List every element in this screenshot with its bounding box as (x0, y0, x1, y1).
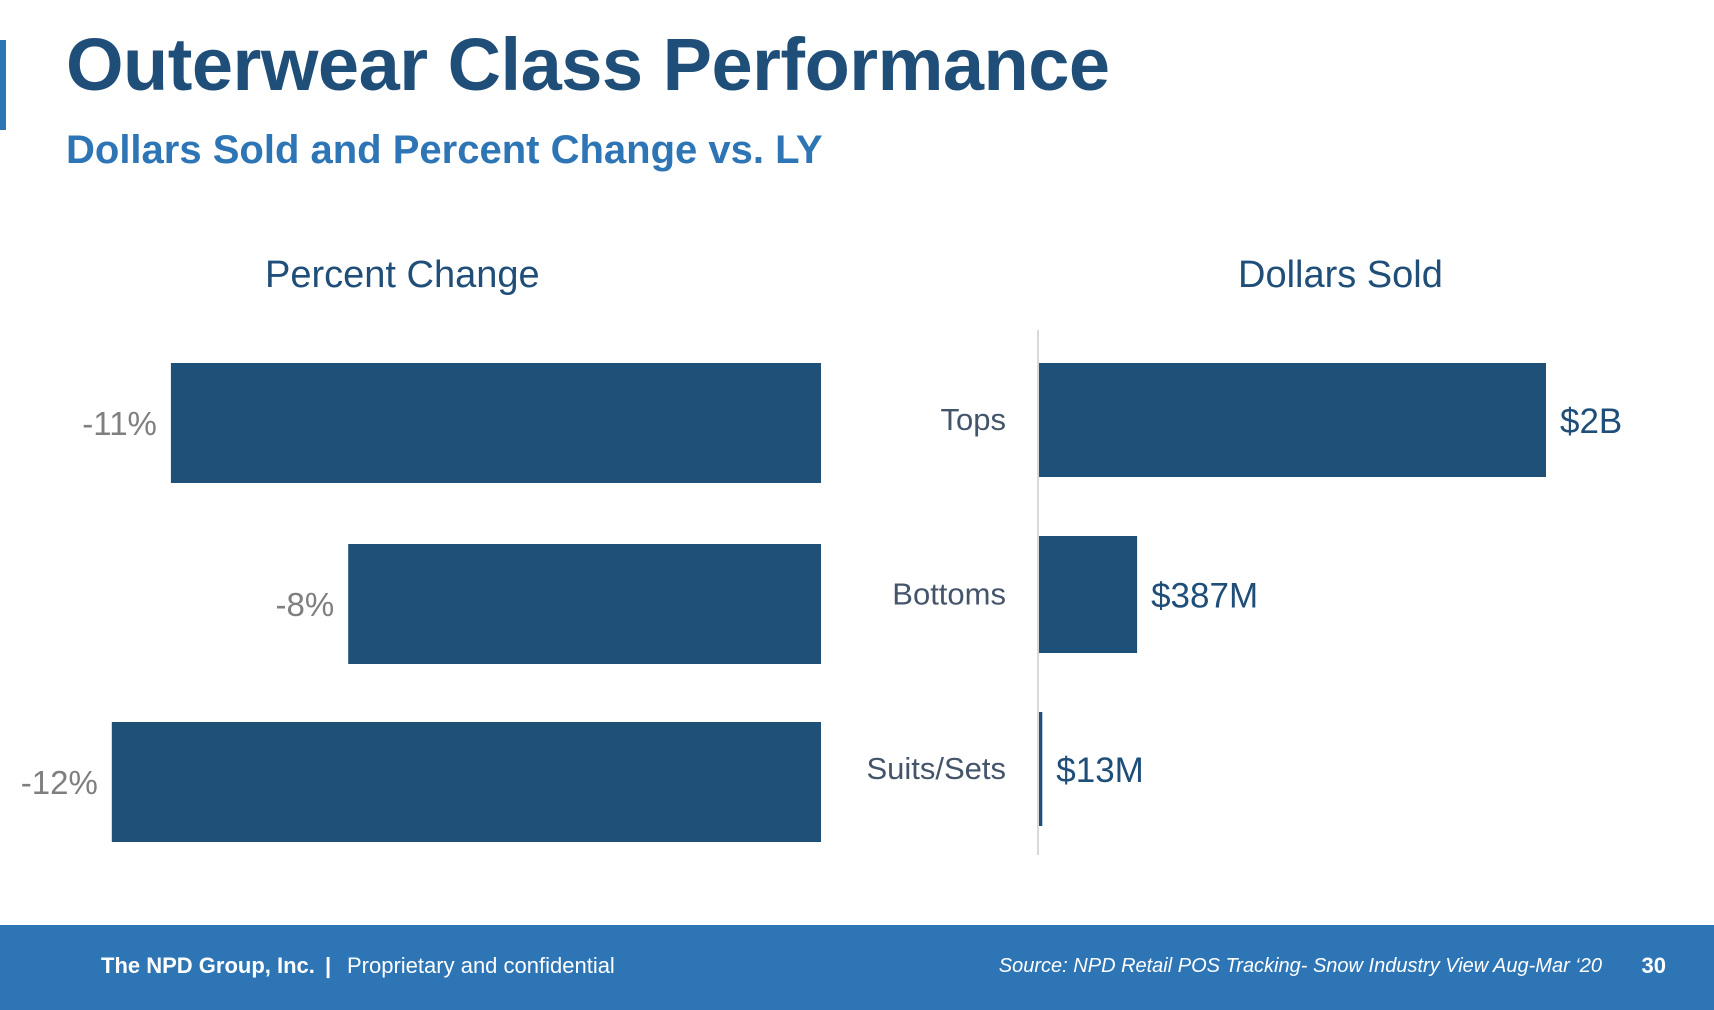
page-title: Outerwear Class Performance (66, 23, 1110, 106)
percent-change-chart-title: Percent Change (265, 254, 540, 296)
page-subtitle: Dollars Sold and Percent Change vs. LY (66, 128, 823, 172)
accent-bar (0, 40, 6, 130)
category-label-2: Suits/Sets (866, 751, 1006, 786)
pct-bar-2 (111, 722, 822, 842)
dollars-value-label-1: $387M (1151, 577, 1258, 616)
page-number: 30 (1641, 953, 1666, 978)
pct-bar-0 (170, 363, 821, 483)
pct-bar-1 (348, 544, 821, 664)
footer-source: Source: NPD Retail POS Tracking- Snow In… (998, 955, 1602, 977)
footer-company: The NPD Group, Inc. (101, 953, 315, 978)
pct-value-label-2: -12% (21, 764, 98, 801)
footer-confidential: Proprietary and confidential (347, 953, 615, 978)
footer: The NPD Group, Inc. | Proprietary and co… (0, 925, 1714, 1010)
dollars-bar-2 (1039, 712, 1043, 826)
footer-separator: | (325, 953, 332, 978)
dollars-value-label-0: $2B (1560, 402, 1622, 441)
dollars-sold-chart-title: Dollars Sold (1238, 254, 1443, 296)
dollars-bar-0 (1039, 363, 1546, 477)
pct-value-label-1: -8% (276, 586, 335, 623)
category-label-1: Bottoms (892, 577, 1006, 612)
dollars-bar-1 (1039, 536, 1138, 653)
pct-value-label-0: -11% (82, 405, 157, 442)
dollars-value-label-2: $13M (1056, 751, 1144, 790)
bar-charts: -11% -8% -12% $2B Tops $387M Bottoms $13M Suits/… (21, 330, 1622, 855)
category-label-0: Tops (941, 402, 1006, 437)
